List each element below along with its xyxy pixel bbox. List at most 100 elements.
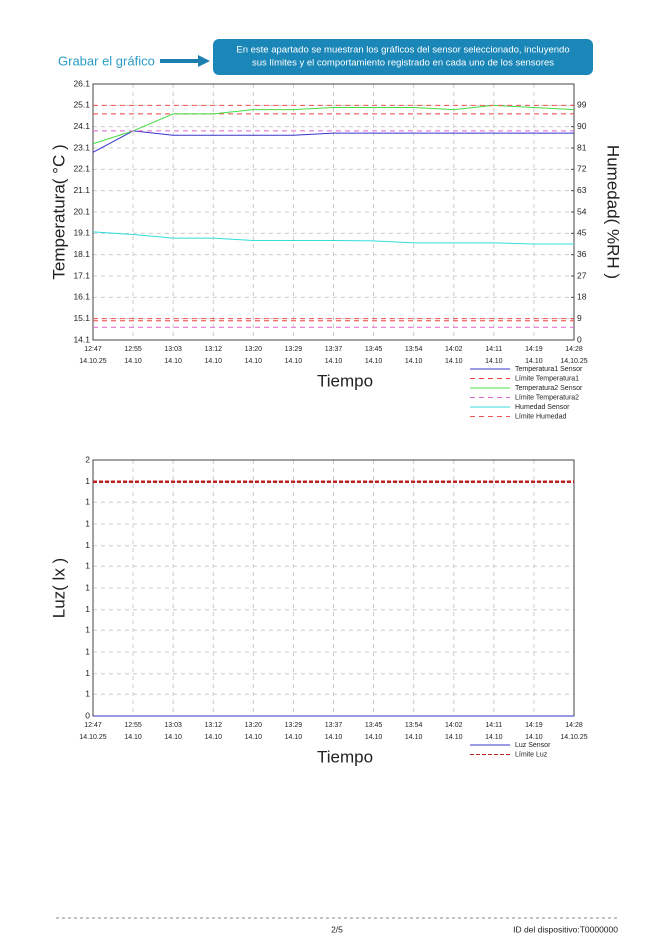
x-tick-label: 14:11 (485, 722, 502, 729)
y2-tick-label: 99 (577, 100, 587, 110)
x-tick-label: 14:11 (485, 346, 502, 353)
x-tick-label: 13:45 (365, 346, 383, 353)
series-line (92, 130, 574, 153)
y-tick-label: 1 (85, 668, 90, 678)
y-tick-label: 20.1 (73, 206, 90, 216)
y-tick-label: 21.1 (73, 185, 90, 195)
legend-label: Límite Luz (515, 751, 548, 758)
y-tick-label: 1 (85, 646, 90, 656)
legend-label: Luz Sensor (515, 742, 551, 749)
legend-label: Temperatura1 Sensor (515, 366, 583, 373)
x-tick-date: 14.10 (204, 358, 222, 365)
x-tick-date: 14.10 (124, 734, 142, 741)
x-tick-label: 13:29 (285, 346, 303, 353)
arrow-head (198, 55, 210, 67)
y-tick-label: 1 (85, 476, 90, 486)
y2-tick-label: 9 (577, 313, 582, 323)
y-axis-title: Luz( lx ) (49, 558, 68, 618)
y-tick-label: 1 (85, 540, 90, 550)
x-tick-date: 14.10 (405, 358, 423, 365)
x-tick-label: 13:45 (365, 722, 383, 729)
series-line (92, 231, 574, 245)
y-tick-label: 2 (85, 454, 90, 464)
x-tick-label: 13:37 (325, 346, 343, 353)
x-tick-label: 12:47 (84, 346, 102, 353)
x-tick-date: 14.10 (445, 734, 463, 741)
y2-tick-label: 0 (577, 334, 582, 344)
x-tick-date: 14.10 (204, 734, 222, 741)
y-tick-label: 0 (85, 710, 90, 720)
device-id: ID del dispositivo:T0000000 (513, 924, 618, 934)
x-tick-label: 12:55 (124, 346, 142, 353)
x-tick-label: 13:03 (164, 722, 182, 729)
x-tick-date: 14.10.25 (79, 734, 106, 741)
x-tick-label: 13:37 (325, 722, 343, 729)
x-tick-date: 14.10 (485, 358, 503, 365)
x-tick-date: 14.10 (485, 734, 503, 741)
x-tick-date: 14.10 (245, 734, 263, 741)
x-tick-date: 14.10 (124, 358, 142, 365)
legend-label: Temperatura2 Sensor (515, 385, 583, 392)
x-tick-label: 13:54 (405, 346, 423, 353)
y-tick-label: 14.1 (73, 334, 90, 344)
x-tick-label: 13:20 (245, 722, 263, 729)
record-link[interactable]: Grabar el gráfico (58, 53, 155, 68)
x-tick-date: 14.10 (245, 358, 263, 365)
y-tick-label: 1 (85, 518, 90, 528)
x-tick-date: 14.10.25 (560, 358, 587, 365)
x-tick-label: 14:02 (445, 346, 463, 353)
y-tick-label: 1 (85, 604, 90, 614)
legend-label: Humedad Sensor (515, 404, 570, 411)
x-axis-title: Tiempo (317, 747, 373, 766)
y2-tick-label: 81 (577, 142, 587, 152)
x-tick-date: 14.10 (164, 734, 182, 741)
y-tick-label: 26.1 (73, 78, 90, 88)
x-tick-date: 14.10 (285, 358, 303, 365)
y-tick-label: 17.1 (73, 270, 90, 280)
x-tick-label: 14:19 (525, 722, 543, 729)
legend-label: Límite Humedad (515, 413, 566, 420)
x-tick-label: 12:55 (124, 722, 142, 729)
y-tick-label: 1 (85, 582, 90, 592)
x-tick-date: 14.10.25 (560, 734, 587, 741)
y2-tick-label: 36 (577, 249, 587, 259)
y-axis-title: Temperatura( °C ) (49, 144, 68, 279)
y2-tick-label: 45 (577, 228, 587, 238)
x-tick-label: 14:28 (565, 722, 583, 729)
x-tick-label: 13:29 (285, 722, 303, 729)
x-tick-label: 13:20 (245, 346, 263, 353)
y-tick-label: 22.1 (73, 164, 90, 174)
callout-text: En este apartado se muestran los gráfico… (236, 45, 569, 56)
x-tick-date: 14.10 (325, 358, 343, 365)
callout-text: sus límites y el comportamiento registra… (252, 58, 554, 69)
x-tick-label: 13:12 (204, 722, 222, 729)
y-tick-label: 1 (85, 624, 90, 634)
x-tick-date: 14.10 (525, 734, 543, 741)
plot-frame (92, 83, 575, 341)
y-tick-label: 16.1 (73, 292, 90, 302)
x-tick-date: 14.10.25 (79, 358, 106, 365)
legend-label: Límite Temperatura2 (515, 394, 579, 401)
x-tick-label: 13:03 (164, 346, 182, 353)
x-tick-label: 14:28 (565, 346, 583, 353)
y-tick-label: 25.1 (73, 100, 90, 110)
x-tick-date: 14.10 (525, 358, 543, 365)
x-tick-date: 14.10 (445, 358, 463, 365)
x-tick-label: 14:02 (445, 722, 463, 729)
x-tick-date: 14.10 (405, 734, 423, 741)
x-tick-label: 14:19 (525, 346, 543, 353)
callout-box (213, 39, 593, 75)
y2-tick-label: 63 (577, 185, 587, 195)
legend-label: Límite Temperatura1 (515, 375, 579, 382)
y-tick-label: 24.1 (73, 121, 90, 131)
y-tick-label: 1 (85, 560, 90, 570)
y-tick-label: 19.1 (73, 228, 90, 238)
y2-tick-label: 18 (577, 292, 587, 302)
x-tick-date: 14.10 (365, 358, 383, 365)
y-tick-label: 23.1 (73, 142, 90, 152)
y-tick-label: 18.1 (73, 249, 90, 259)
y-tick-label: 1 (85, 688, 90, 698)
y2-tick-label: 27 (577, 270, 587, 280)
x-tick-label: 13:12 (204, 346, 222, 353)
